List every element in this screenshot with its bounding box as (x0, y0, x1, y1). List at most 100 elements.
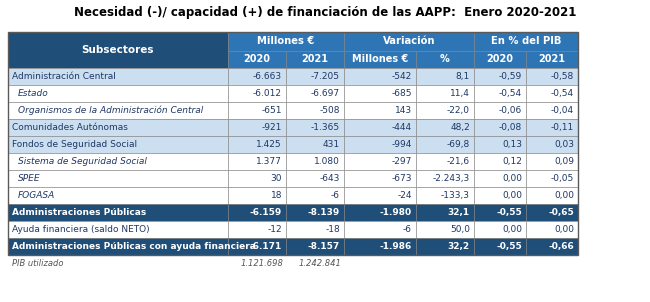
Bar (228, 119, 286, 136)
Bar (8, 255, 228, 271)
Text: Ayuda financiera (saldo NETO): Ayuda financiera (saldo NETO) (12, 225, 150, 234)
Bar (8, 170, 228, 187)
Text: 431: 431 (323, 140, 340, 149)
Bar (474, 204, 526, 221)
Bar (228, 51, 286, 68)
Bar (474, 221, 526, 238)
Text: -24: -24 (398, 191, 412, 200)
Text: -0,65: -0,65 (548, 208, 574, 217)
Text: Comunidades Autónomas: Comunidades Autónomas (12, 123, 128, 132)
Text: -0,58: -0,58 (551, 72, 574, 81)
Bar (526, 204, 578, 221)
Bar (416, 221, 474, 238)
Text: 8,1: 8,1 (456, 72, 470, 81)
Bar (344, 170, 416, 187)
Text: 0,09: 0,09 (554, 157, 574, 166)
Text: -0,11: -0,11 (551, 123, 574, 132)
Bar (416, 51, 474, 68)
Bar (474, 32, 578, 51)
Text: 0,03: 0,03 (554, 140, 574, 149)
Bar (526, 119, 578, 136)
Text: Estado: Estado (18, 89, 49, 98)
Text: -921: -921 (261, 123, 282, 132)
Bar (286, 68, 344, 85)
Bar (8, 238, 228, 255)
Bar (228, 204, 286, 221)
Text: -643: -643 (320, 174, 340, 183)
Bar (228, 221, 286, 238)
Text: -8.157: -8.157 (307, 242, 340, 251)
Bar (8, 136, 228, 153)
Text: -8.139: -8.139 (307, 208, 340, 217)
Bar (416, 119, 474, 136)
Bar (526, 51, 578, 68)
Bar (286, 187, 344, 204)
Text: 0,00: 0,00 (502, 225, 522, 234)
Text: -1.986: -1.986 (380, 242, 412, 251)
Text: 0,13: 0,13 (502, 140, 522, 149)
Text: -508: -508 (320, 106, 340, 115)
Text: Sistema de Seguridad Social: Sistema de Seguridad Social (18, 157, 147, 166)
Text: SPEE: SPEE (18, 174, 40, 183)
Text: -6.663: -6.663 (253, 72, 282, 81)
Text: 2020: 2020 (244, 54, 270, 65)
Text: Organismos de la Administración Central: Organismos de la Administración Central (18, 106, 203, 115)
Bar (228, 85, 286, 102)
Text: Fondos de Seguridad Social: Fondos de Seguridad Social (12, 140, 137, 149)
Text: 0,00: 0,00 (554, 191, 574, 200)
Text: Millones €: Millones € (352, 54, 408, 65)
Bar (286, 204, 344, 221)
Bar (416, 187, 474, 204)
Bar (286, 119, 344, 136)
Bar (344, 187, 416, 204)
Bar (474, 85, 526, 102)
Text: 0,00: 0,00 (502, 191, 522, 200)
Bar (286, 51, 344, 68)
Bar (286, 102, 344, 119)
Text: 1.080: 1.080 (314, 157, 340, 166)
Text: -21,6: -21,6 (447, 157, 470, 166)
Text: -0,55: -0,55 (496, 242, 522, 251)
Bar (228, 255, 286, 271)
Text: 32,2: 32,2 (448, 242, 470, 251)
Text: 1.242.841: 1.242.841 (298, 259, 341, 268)
Text: -0,05: -0,05 (551, 174, 574, 183)
Text: Administraciones Públicas con ayuda financiera: Administraciones Públicas con ayuda fina… (12, 242, 256, 251)
Text: FOGASA: FOGASA (18, 191, 55, 200)
Text: %: % (440, 54, 450, 65)
Text: 50,0: 50,0 (450, 225, 470, 234)
Text: -6.012: -6.012 (253, 89, 282, 98)
Bar (416, 68, 474, 85)
Bar (474, 238, 526, 255)
Text: -0,04: -0,04 (551, 106, 574, 115)
Text: -444: -444 (392, 123, 412, 132)
Text: 0,00: 0,00 (554, 225, 574, 234)
Text: -0,54: -0,54 (551, 89, 574, 98)
Text: 32,1: 32,1 (448, 208, 470, 217)
Bar (8, 32, 228, 68)
Text: -651: -651 (261, 106, 282, 115)
Bar (474, 187, 526, 204)
Text: -18: -18 (325, 225, 340, 234)
Bar (526, 221, 578, 238)
Bar (526, 170, 578, 187)
Text: 1.425: 1.425 (256, 140, 282, 149)
Bar (344, 119, 416, 136)
Bar (228, 238, 286, 255)
Bar (344, 68, 416, 85)
Bar (474, 51, 526, 68)
Bar (8, 68, 228, 85)
Bar (228, 187, 286, 204)
Bar (286, 136, 344, 153)
Text: -2.243,3: -2.243,3 (433, 174, 470, 183)
Text: Administraciones Públicas: Administraciones Públicas (12, 208, 146, 217)
Text: -673: -673 (391, 174, 412, 183)
Bar (344, 32, 474, 51)
Text: -1.980: -1.980 (380, 208, 412, 217)
Text: -133,3: -133,3 (441, 191, 470, 200)
Bar (416, 170, 474, 187)
Text: 0,00: 0,00 (502, 174, 522, 183)
Bar (416, 102, 474, 119)
Bar (286, 238, 344, 255)
Bar (416, 204, 474, 221)
